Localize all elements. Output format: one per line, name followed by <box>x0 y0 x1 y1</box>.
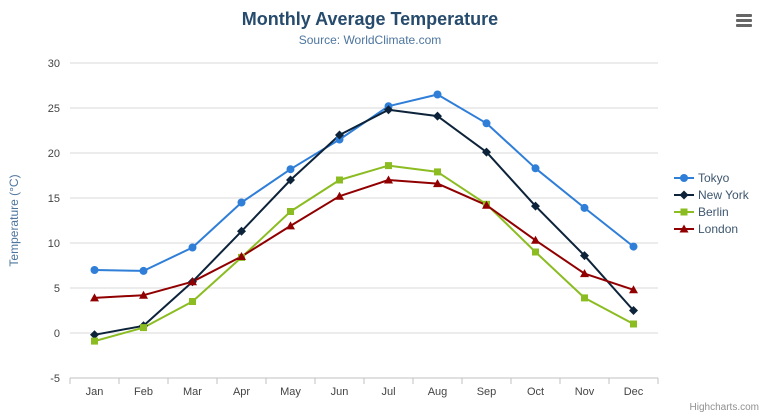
data-point-london[interactable] <box>335 191 344 200</box>
legend-label: Tokyo <box>698 170 730 185</box>
hamburger-menu-icon[interactable] <box>732 10 756 30</box>
legend-label: Berlin <box>698 204 729 219</box>
y-axis-label: 5 <box>54 283 60 295</box>
y-axis-label: -5 <box>50 373 60 385</box>
x-axis-label: Jul <box>381 386 395 398</box>
data-point-new-york[interactable] <box>335 130 344 140</box>
legend-marker[interactable] <box>680 173 688 182</box>
data-point-london[interactable] <box>188 277 197 286</box>
data-point-new-york[interactable] <box>629 306 638 315</box>
y-axis-label: 20 <box>48 148 60 160</box>
x-axis-label: Aug <box>428 386 448 398</box>
triangle-marker-icon <box>674 224 694 232</box>
data-point-tokyo[interactable] <box>237 198 246 207</box>
data-point-tokyo[interactable] <box>90 266 99 274</box>
data-point-new-york[interactable] <box>286 175 295 185</box>
series-line-tokyo[interactable] <box>93 93 635 272</box>
menu-bar <box>736 23 752 27</box>
data-point-berlin[interactable] <box>385 162 392 170</box>
data-point-london[interactable] <box>531 235 540 244</box>
legend-marker[interactable] <box>679 224 689 232</box>
x-axis-label: Dec <box>624 386 644 398</box>
x-axis-label: Jan <box>86 386 104 398</box>
legend-label: New York <box>698 187 749 202</box>
data-point-berlin[interactable] <box>91 337 98 345</box>
legend-marker[interactable] <box>679 190 689 199</box>
x-axis-label: Jun <box>331 386 349 398</box>
data-point-berlin[interactable] <box>581 294 588 302</box>
data-point-tokyo[interactable] <box>286 165 295 174</box>
data-point-tokyo[interactable] <box>629 242 638 251</box>
x-axis-label: May <box>280 386 301 398</box>
square-marker-icon <box>674 208 694 215</box>
y-axis-label: 25 <box>48 103 60 115</box>
data-point-tokyo[interactable] <box>482 119 491 128</box>
data-point-berlin[interactable] <box>434 168 441 176</box>
data-point-new-york[interactable] <box>433 111 442 121</box>
data-point-london[interactable] <box>286 221 295 230</box>
data-point-tokyo[interactable] <box>188 243 197 252</box>
data-point-london[interactable] <box>433 179 442 188</box>
legend-item-tokyo[interactable]: Tokyo <box>674 169 749 186</box>
y-axis-label: 10 <box>48 238 60 250</box>
data-point-tokyo[interactable] <box>580 203 589 212</box>
series-line-new-york[interactable] <box>93 108 635 336</box>
series-line-london[interactable] <box>93 179 635 299</box>
circle-marker-icon <box>674 173 694 182</box>
legend: Tokyo New York Berlin London <box>674 169 749 237</box>
data-point-berlin[interactable] <box>630 320 637 328</box>
data-point-berlin[interactable] <box>140 324 147 332</box>
x-axis-label: Apr <box>233 386 250 398</box>
data-point-london[interactable] <box>237 252 246 260</box>
legend-item-new-york[interactable]: New York <box>674 186 749 203</box>
data-point-london[interactable] <box>580 269 589 278</box>
data-point-berlin[interactable] <box>287 208 294 215</box>
chart-subtitle: Source: WorldClimate.com <box>298 33 442 47</box>
y-axis-label: 30 <box>48 58 60 70</box>
data-point-london[interactable] <box>90 293 99 302</box>
data-point-london[interactable] <box>629 285 638 294</box>
menu-bar <box>736 13 752 17</box>
y-axis-label: 15 <box>48 193 60 205</box>
x-axis-label: Mar <box>183 386 202 398</box>
legend-marker[interactable] <box>680 208 688 215</box>
legend-item-berlin[interactable]: Berlin <box>674 203 749 220</box>
data-point-new-york[interactable] <box>237 226 246 236</box>
data-point-new-york[interactable] <box>531 201 540 211</box>
data-point-berlin[interactable] <box>189 298 196 305</box>
y-axis-label: 0 <box>54 328 60 340</box>
data-point-london[interactable] <box>384 175 393 184</box>
data-point-tokyo[interactable] <box>531 164 540 173</box>
legend-item-london[interactable]: London <box>674 220 749 237</box>
data-point-london[interactable] <box>482 200 491 209</box>
diamond-marker-icon <box>674 190 694 199</box>
chart-title: Monthly Average Temperature <box>241 9 499 29</box>
x-axis-label: Feb <box>134 386 153 398</box>
highcharts-credit-link[interactable]: Highcharts.com <box>689 402 759 413</box>
data-point-new-york[interactable] <box>90 330 99 340</box>
data-point-london[interactable] <box>139 290 148 299</box>
data-point-berlin[interactable] <box>336 176 343 184</box>
data-point-berlin[interactable] <box>532 248 539 256</box>
x-axis-label: Nov <box>575 386 595 398</box>
menu-bar <box>736 18 752 22</box>
data-point-new-york[interactable] <box>482 147 491 157</box>
data-point-tokyo[interactable] <box>139 266 148 275</box>
data-point-new-york[interactable] <box>580 251 589 261</box>
x-axis-label: Oct <box>527 386 544 398</box>
data-point-new-york[interactable] <box>384 105 393 115</box>
x-axis-label: Sep <box>477 386 497 398</box>
legend-label: London <box>698 221 739 236</box>
series-line-berlin[interactable] <box>93 164 635 343</box>
y-axis-title: Temperature (°C) <box>7 174 21 266</box>
data-point-tokyo[interactable] <box>433 90 442 99</box>
